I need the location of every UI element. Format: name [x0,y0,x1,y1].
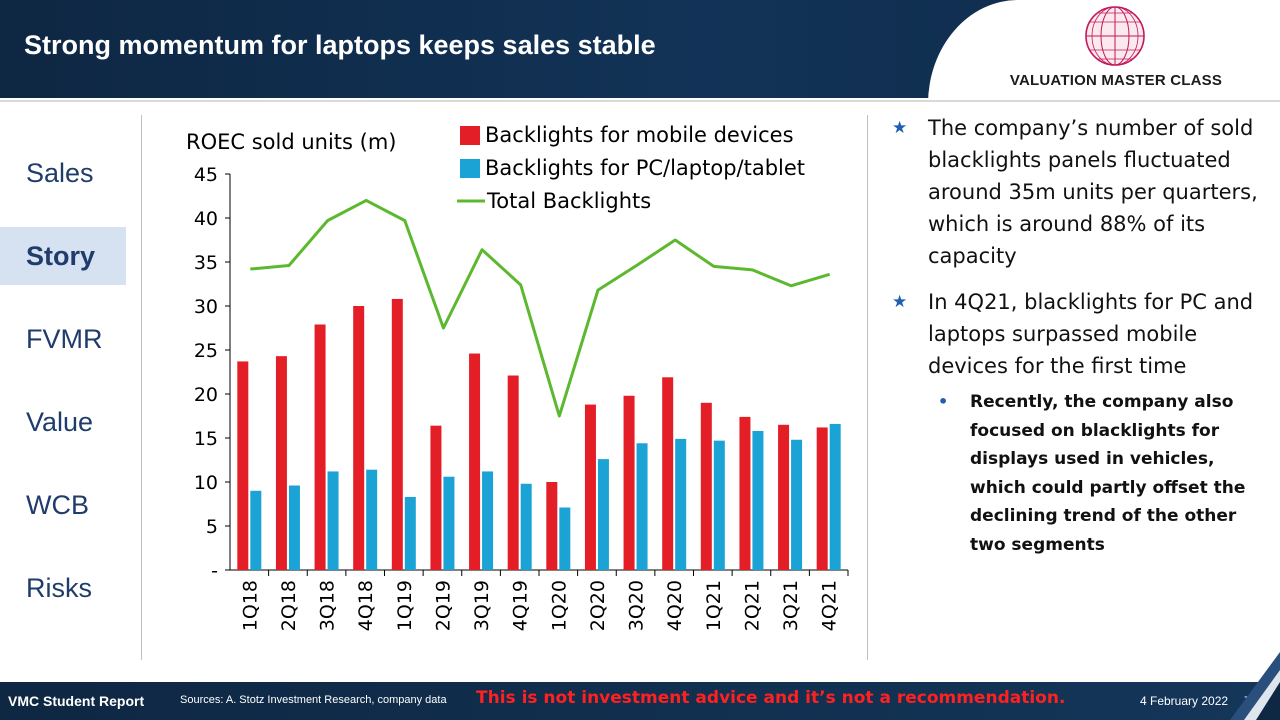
bar-mobile [546,482,558,570]
legend-label-total: Total Backlights [486,189,651,213]
x-tick-label: 3Q20 [626,580,648,631]
bar-pc [829,423,841,570]
bar-mobile [816,427,828,570]
bar-pc [597,459,609,570]
x-tick-label: 1Q18 [239,580,261,631]
x-tick-label: 3Q19 [471,580,493,631]
legend-swatch-pc [460,159,480,178]
x-tick-label: 3Q21 [780,580,802,631]
bar-mobile [353,306,365,570]
y-tick-label: 10 [194,472,218,494]
sub-bullet-text: Recently, the company also focused on bl… [970,392,1246,555]
bar-pc [327,471,339,570]
bar-pc [559,507,571,570]
header-divider [0,100,1280,102]
y-tick-label: 35 [194,252,218,274]
globe-logo-icon [1085,6,1145,66]
x-tick-label: 1Q21 [703,580,725,631]
total-backlights-line [250,198,831,418]
bar-mobile [507,375,519,570]
x-tick-label: 4Q19 [510,580,532,631]
bar-pc [636,443,648,570]
footer-report-label: VMC Student Report [8,693,145,709]
footer-corner-decoration [1230,652,1280,720]
bar-pc [482,471,494,570]
x-tick-label: 1Q19 [394,580,416,631]
y-tick-label: 30 [194,296,218,318]
bar-pc [520,483,532,570]
x-tick-label: 2Q18 [278,580,300,631]
footer-sources: Sources: A. Stotz Investment Research, c… [180,694,447,706]
chart-bars [237,298,841,570]
bullet-item: ★ The company’s number of sold blackligh… [890,112,1270,272]
nav-item-value[interactable]: Value [26,407,94,437]
footer-disclaimer: This is not investment advice and it’s n… [476,688,1066,708]
x-tick-label: 3Q18 [317,580,339,631]
bar-mobile [430,425,442,570]
bar-mobile [584,404,596,570]
x-tick-label: 2Q19 [432,580,454,631]
text-divider [867,115,868,660]
y-tick-label: 25 [194,340,218,362]
x-tick-label: 2Q21 [741,580,763,631]
nav-item-fvmr[interactable]: FVMR [26,324,103,354]
bar-mobile [469,353,481,570]
bar-pc [443,476,455,570]
dot-bullet-icon: • [938,392,949,411]
bar-mobile [739,416,751,570]
bar-pc [366,469,378,570]
bar-mobile [662,377,674,570]
x-tick-label: 1Q20 [548,580,570,631]
bar-pc [288,485,300,570]
footer-bar: VMC Student Report Sources: A. Stotz Inv… [0,682,1280,720]
x-axis-ticks: 1Q18 2Q18 3Q18 4Q18 1Q19 2Q19 3Q19 4Q19 1Q20 2Q20… [239,570,849,631]
x-tick-label: 4Q20 [664,580,686,631]
y-tick-label: 40 [194,208,218,230]
bar-mobile [275,356,287,570]
nav-item-story[interactable]: Story [0,227,126,285]
star-bullet-icon: ★ [892,292,908,312]
legend-label-pc: Backlights for PC/laptop/tablet [485,156,805,180]
nav-item-wcb[interactable]: WCB [26,490,89,520]
page-title: Strong momentum for laptops keeps sales … [24,30,656,60]
bullet-item: ★ In 4Q21, blacklights for PC and laptop… [890,286,1270,382]
bar-mobile [237,361,249,570]
bar-pc [675,438,687,570]
nav-item-risks[interactable]: Risks [26,573,92,603]
backlights-chart: ROEC sold units (m) Backlights for mobil… [186,123,849,631]
legend-label-mobile: Backlights for mobile devices [485,123,794,147]
logo-wordmark: VALUATION MASTER CLASS [1009,72,1223,89]
bar-pc [250,490,262,570]
bar-pc [713,440,725,570]
x-tick-label: 4Q21 [819,580,841,631]
sub-bullet-item: • Recently, the company also focused on … [890,388,1270,559]
bar-mobile [700,402,712,570]
y-axis-label: ROEC sold units (m) [186,130,397,154]
x-tick-label: 2Q20 [587,580,609,631]
bar-pc [791,439,803,570]
nav-divider [141,115,142,660]
y-axis-ticks: - 5 10 15 20 25 30 35 40 45 [194,164,230,582]
nav-item-sales[interactable]: Sales [26,158,94,188]
chart-legend: Backlights for mobile devices Backlights… [457,123,805,213]
y-tick-label: 45 [194,164,218,186]
footer-date: 4 February 2022 [1140,694,1229,708]
y-tick-label: 20 [194,384,218,406]
bar-mobile [778,424,790,570]
bullet-text: The company’s number of sold blacklights… [928,116,1258,268]
chart-total-line [250,198,831,418]
bar-pc [752,430,764,570]
star-bullet-icon: ★ [892,118,908,138]
y-tick-label: - [211,560,218,582]
bar-pc [404,496,416,570]
y-tick-label: 5 [206,516,218,538]
x-tick-label: 4Q18 [355,580,377,631]
bar-mobile [623,395,635,570]
bullet-text: In 4Q21, blacklights for PC and laptops … [928,290,1254,378]
bar-mobile [314,324,326,570]
bar-mobile [391,298,403,570]
legend-swatch-mobile [460,126,480,145]
commentary-panel: ★ The company’s number of sold blackligh… [890,112,1270,559]
y-tick-label: 15 [194,428,218,450]
